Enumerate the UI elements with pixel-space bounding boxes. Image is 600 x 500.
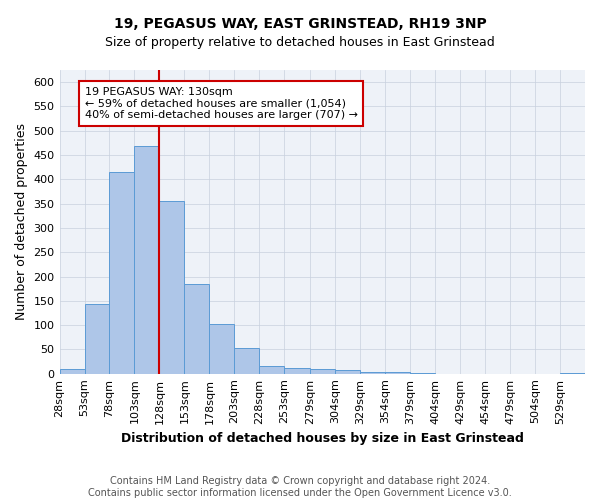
Bar xyxy=(134,146,160,374)
Text: 19 PEGASUS WAY: 130sqm
← 59% of detached houses are smaller (1,054)
40% of semi-: 19 PEGASUS WAY: 130sqm ← 59% of detached… xyxy=(85,87,358,120)
Bar xyxy=(235,348,259,374)
Y-axis label: Number of detached properties: Number of detached properties xyxy=(15,124,28,320)
X-axis label: Distribution of detached houses by size in East Grinstead: Distribution of detached houses by size … xyxy=(121,432,524,445)
Text: Size of property relative to detached houses in East Grinstead: Size of property relative to detached ho… xyxy=(105,36,495,49)
Bar xyxy=(85,304,109,374)
Bar xyxy=(109,172,134,374)
Bar xyxy=(209,324,235,374)
Bar xyxy=(560,372,585,374)
Bar xyxy=(335,370,360,374)
Bar xyxy=(360,372,385,374)
Bar xyxy=(385,372,410,374)
Bar xyxy=(310,369,335,374)
Bar xyxy=(184,284,209,374)
Text: 19, PEGASUS WAY, EAST GRINSTEAD, RH19 3NP: 19, PEGASUS WAY, EAST GRINSTEAD, RH19 3N… xyxy=(113,18,487,32)
Bar xyxy=(59,369,85,374)
Bar xyxy=(160,201,184,374)
Bar xyxy=(259,366,284,374)
Text: Contains HM Land Registry data © Crown copyright and database right 2024.
Contai: Contains HM Land Registry data © Crown c… xyxy=(88,476,512,498)
Bar xyxy=(284,368,310,374)
